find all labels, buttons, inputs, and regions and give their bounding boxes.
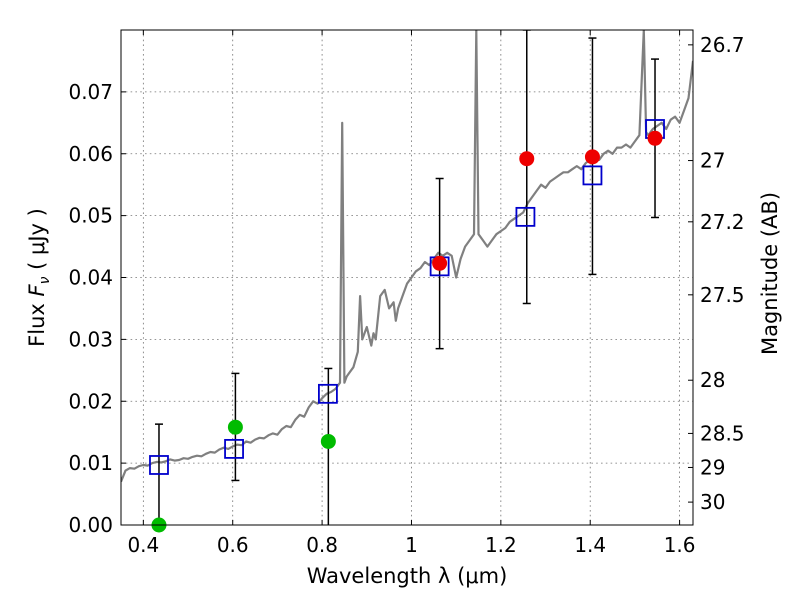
x-tick-label: 0.8 [306,533,338,557]
magnitude-tick-label: 27.5 [700,283,745,307]
y-tick-label: 0.05 [68,204,113,228]
y-axis-label-unit: ( μJy ) [25,208,49,276]
y-axis-label: Flux Fν ( μJy ) [25,208,53,347]
magnitude-tick-label: 27 [700,149,725,173]
synthetic-photometry-markers [149,119,665,475]
model-sed-line [121,30,693,483]
magnitude-tick-label: 28.5 [700,421,745,445]
y-tick-label: 0.02 [68,389,113,413]
x-tick-label: 1.2 [485,533,517,557]
synthetic-photometry-square [515,206,536,227]
y-tick-label: 0.07 [68,80,113,104]
x-tick-label: 0.6 [217,533,249,557]
magnitude-tick-label: 27.2 [700,210,745,234]
observed-nir-point [432,255,448,271]
synthetic-photometry-square [318,383,338,404]
observed-optical-point [320,433,336,449]
model-sed [121,30,693,483]
observed-photometry-markers [151,130,663,533]
x-axis-label: Wavelength λ (μm) [307,564,508,588]
observed-optical-point [227,419,243,435]
observed-nir-point [647,130,663,146]
y-tick-label: 0.04 [68,266,113,290]
x-tick-label: 0.4 [127,533,159,557]
magnitude-axis-label: Magnitude (AB) [758,192,782,355]
tick-labels: 0.4 0.6 0.8 1 1.2 1.4 1.6 0.00 0.01 0.02 0.03 0.04 0… [68,33,744,557]
magnitude-tick-label: 29 [700,455,725,479]
x-tick-label: 1 [405,533,418,557]
y-tick-label: 0.06 [68,142,113,166]
synthetic-photometry-square [224,438,244,459]
grid [121,30,693,526]
magnitude-tick-label: 26.7 [700,33,745,57]
y-tick-label: 0.01 [68,451,113,475]
y-axis-label-prefix: Flux [25,297,49,347]
synthetic-photometry-square [582,165,603,186]
y-axis-label-symbol: F [25,284,49,297]
x-tick-label: 1.4 [574,533,606,557]
observed-nir-point [584,149,600,165]
magnitude-tick-label: 30 [700,490,725,514]
y-tick-label: 0.00 [68,513,113,537]
synthetic-photometry-square [149,455,169,475]
x-tick-label: 1.6 [664,533,696,557]
observed-nir-point [519,151,535,167]
ticks [121,30,693,526]
magnitude-tick-label: 28 [700,368,725,392]
y-tick-label: 0.03 [68,327,113,351]
y-axis-label-subscript: ν [37,276,53,284]
